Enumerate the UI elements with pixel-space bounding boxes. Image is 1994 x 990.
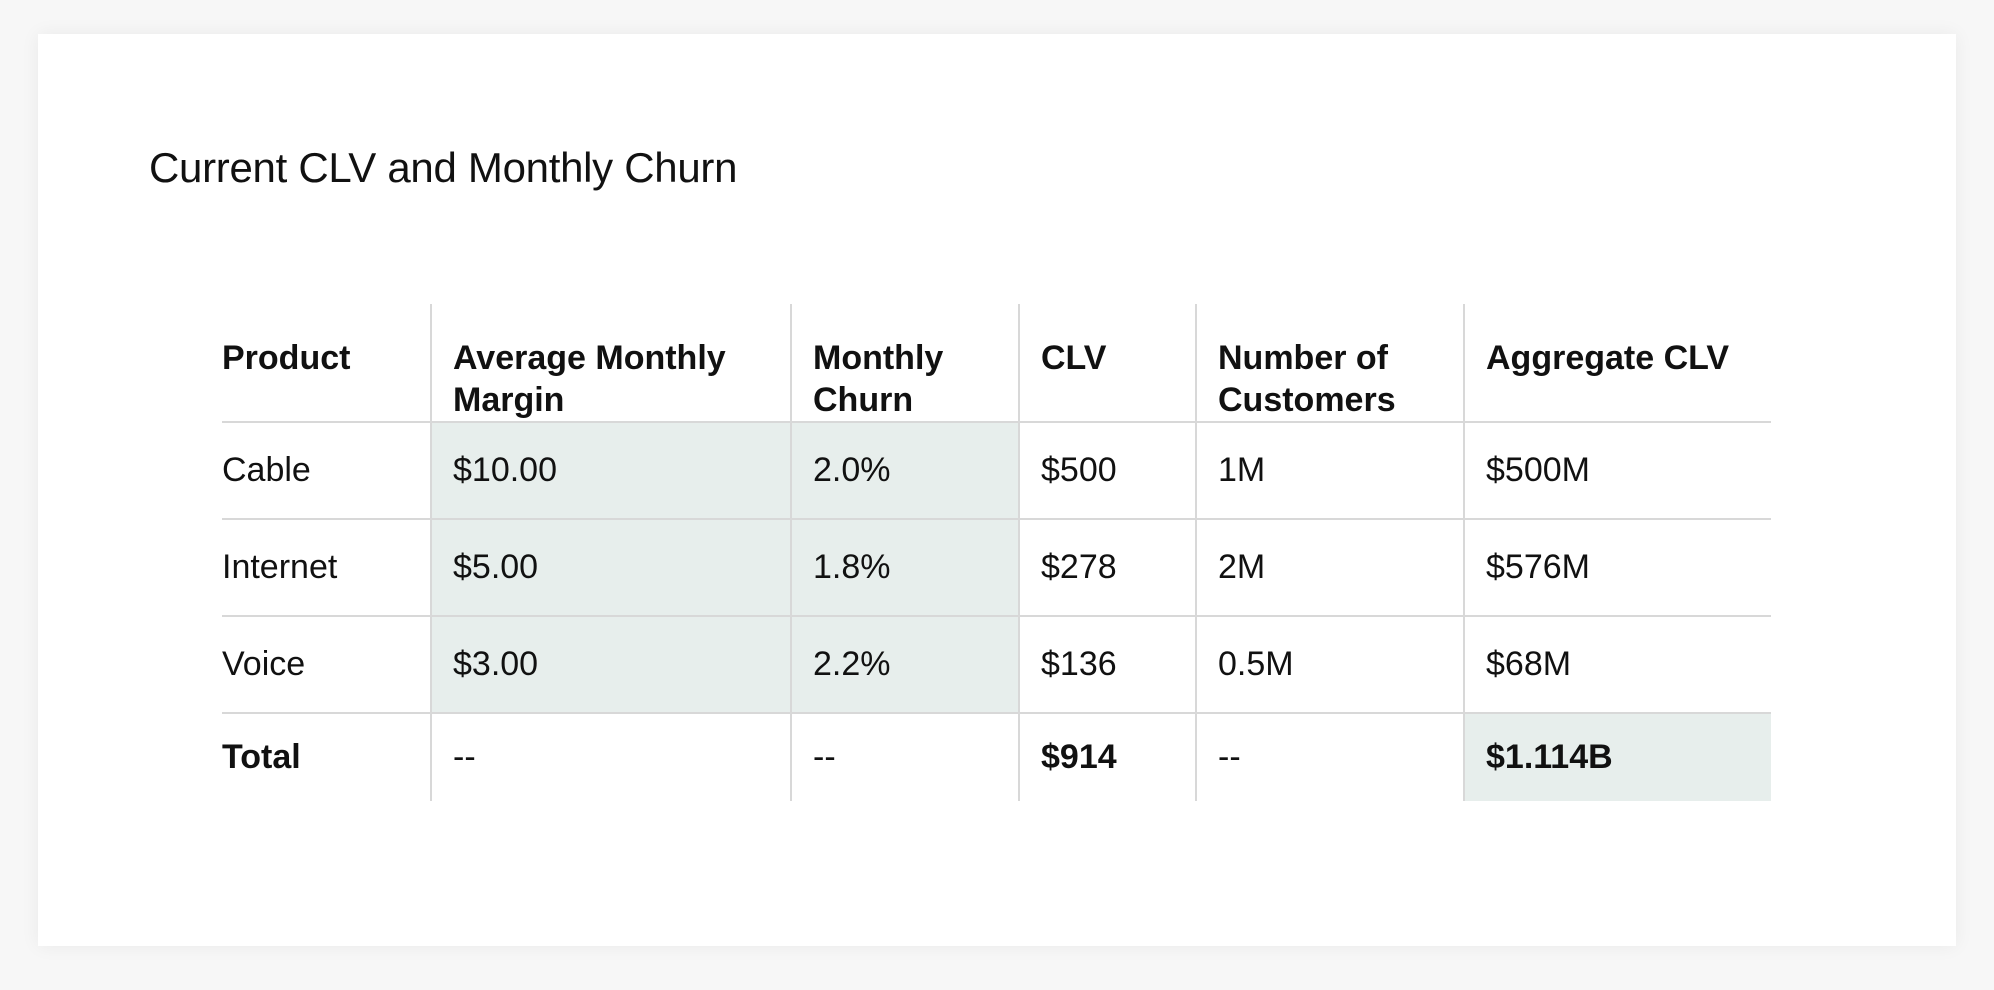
total-number-of-customers: -- [1195,713,1464,801]
cell-monthly-churn: 1.8% [790,519,1019,617]
header-monthly-churn: Monthly Churn [790,304,1019,423]
cell-aggregate-clv: $576M [1463,519,1771,617]
header-aggregate-clv: Aggregate CLV [1463,304,1771,423]
header-product: Product [222,304,431,423]
cell-number-of-customers: 2M [1195,519,1464,617]
header-clv: CLV [1018,304,1196,423]
header-average-monthly-margin: Average Monthly Margin [430,304,791,423]
total-aggregate-clv: $1.114B [1463,713,1771,801]
cell-monthly-churn: 2.0% [790,422,1019,520]
content-card: Current CLV and Monthly Churn Product Av… [38,34,1956,946]
table-row: Internet $5.00 1.8% $278 2M $576M [222,519,1771,617]
total-average-monthly-margin: -- [430,713,791,801]
cell-number-of-customers: 0.5M [1195,616,1464,714]
cell-average-monthly-margin: $3.00 [430,616,791,714]
cell-product: Internet [222,519,431,617]
header-number-of-customers: Number of Customers [1195,304,1464,423]
total-clv: $914 [1018,713,1196,801]
cell-aggregate-clv: $500M [1463,422,1771,520]
total-monthly-churn: -- [790,713,1019,801]
table-total-row: Total -- -- $914 -- $1.114B [222,713,1771,801]
cell-number-of-customers: 1M [1195,422,1464,520]
page-title: Current CLV and Monthly Churn [149,144,738,191]
cell-product: Cable [222,422,431,520]
table-row: Voice $3.00 2.2% $136 0.5M $68M [222,616,1771,714]
total-label: Total [222,738,301,776]
clv-table: Product Average Monthly Margin Monthly C… [222,304,1771,801]
cell-product: Voice [222,616,431,714]
cell-monthly-churn: 2.2% [790,616,1019,714]
cell-clv: $136 [1018,616,1196,714]
cell-clv: $500 [1018,422,1196,520]
cell-aggregate-clv: $68M [1463,616,1771,714]
cell-average-monthly-margin: $5.00 [430,519,791,617]
cell-average-monthly-margin: $10.00 [430,422,791,520]
table-row: Cable $10.00 2.0% $500 1M $500M [222,422,1771,520]
cell-clv: $278 [1018,519,1196,617]
table-header-row: Product Average Monthly Margin Monthly C… [222,304,1771,423]
